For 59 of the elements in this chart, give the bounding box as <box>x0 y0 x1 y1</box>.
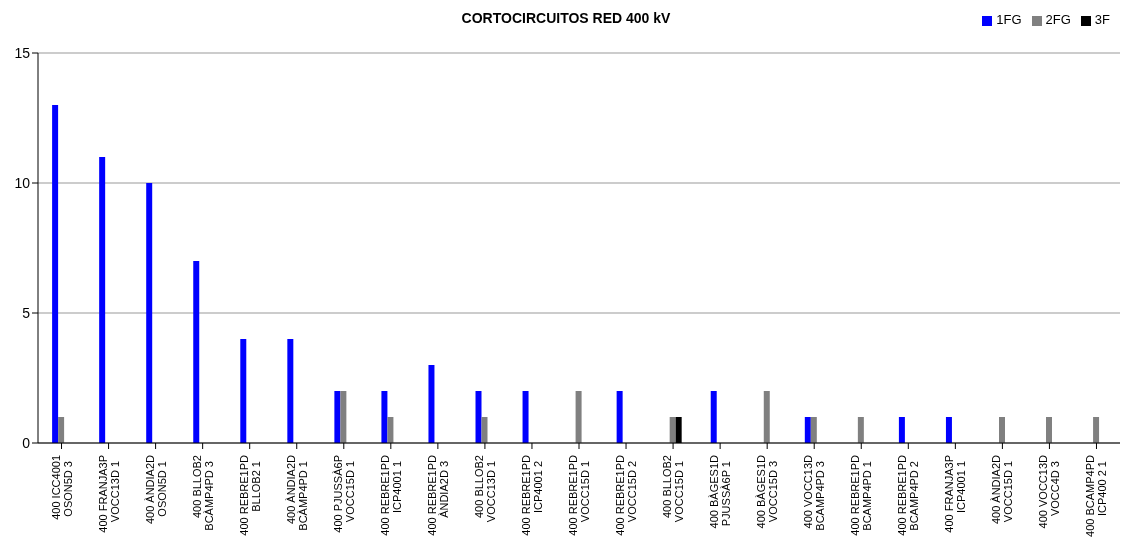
bar <box>334 391 341 443</box>
bar <box>710 391 717 443</box>
bar <box>945 417 952 443</box>
x-tick-label: 400 VOCC13D VOCC4D 3 <box>1037 454 1062 529</box>
x-tick-label: 400 REBRE1PD BCAMP4PD 2 <box>896 454 921 536</box>
bar <box>475 391 482 443</box>
chart-title: CORTOCIRCUITOS RED 400 kV <box>461 10 671 26</box>
x-tick-label: 400 BÀGES1D PJUSSÀ6P 1 <box>708 454 733 529</box>
bar <box>1093 417 1100 443</box>
bar <box>804 417 811 443</box>
x-tick-label: 400 ÀNDIA2D VOCC15D 1 <box>990 454 1015 525</box>
x-tick-label: 400 VOCC13D BCAMP4PD 3 <box>802 454 827 531</box>
bar <box>898 417 905 443</box>
x-tick-label: 400 ICC4001 OSON5D 3 <box>49 455 74 520</box>
bar <box>616 391 623 443</box>
x-tick-label: 400 PJUSSÀ6P VOCC15D 1 <box>331 455 356 533</box>
bar <box>240 339 247 443</box>
y-tick-label: 15 <box>14 44 31 61</box>
x-tick-label: 400 REBRE1PD ICP4001 1 <box>378 454 403 536</box>
x-tick-label: 400 BLLOB2 BCÀMP4PD 3 <box>190 455 215 531</box>
bar <box>52 105 59 443</box>
x-tick-label: 400 REBRE1PD BLLOB2 1 <box>237 454 262 536</box>
bar <box>763 391 770 443</box>
bar <box>58 417 65 443</box>
bar <box>340 391 347 443</box>
bar <box>428 365 435 443</box>
x-tick-label: 400 REBRE1PD ICP4001 2 <box>519 454 544 536</box>
bar <box>1046 417 1053 443</box>
bar <box>857 417 864 443</box>
bar <box>522 391 529 443</box>
bar <box>387 417 394 443</box>
bar <box>810 417 817 443</box>
bar <box>146 183 153 443</box>
y-tick-label: 0 <box>22 434 31 451</box>
legend-label: 3F <box>1094 12 1110 27</box>
y-tick-label: 5 <box>22 304 31 321</box>
x-tick-label: 400 BÀGES1D VOCC15D 3 <box>755 454 780 529</box>
x-tick-label: 400 FRANJA3P VOCC13D 1 <box>96 455 121 533</box>
x-tick-label: 400 BCAMP4PD ICP400 2 1 <box>1084 454 1109 537</box>
legend-label: 1FG <box>996 12 1022 27</box>
x-tick-label: 400 BLLOB2 VOCC15D 1 <box>661 455 686 523</box>
bar <box>381 391 388 443</box>
bar <box>287 339 294 443</box>
x-tick-label: 400 FRANJA3P ICP4001 1 <box>943 455 968 533</box>
bar <box>575 391 582 443</box>
y-tick-label: 10 <box>14 174 31 191</box>
x-tick-label: 400 REBRE1PD VOCC15D 2 <box>614 454 639 536</box>
x-tick-label: 400 ÀNDIA2D BCÀMP4PD 1 <box>284 454 309 531</box>
x-tick-label: 400 REBRE1PD VOCC15D 1 <box>567 454 591 536</box>
bar <box>669 417 676 443</box>
bar <box>998 417 1005 443</box>
x-tick-label: 400 BLLOB2 VOCC13D 1 <box>472 455 497 523</box>
bar <box>99 157 106 443</box>
bar <box>481 417 488 443</box>
x-tick-label: 400 REBRE1PD BCAMP4PD 1 <box>849 454 874 536</box>
legend-label: 2FG <box>1045 12 1071 27</box>
x-tick-label: 400 REBRE1PD ÀNDIA2D 3 <box>425 454 450 536</box>
x-tick-label: 400 ÀNDIA2D OSON5D 1 <box>143 454 168 525</box>
bar <box>193 261 200 443</box>
